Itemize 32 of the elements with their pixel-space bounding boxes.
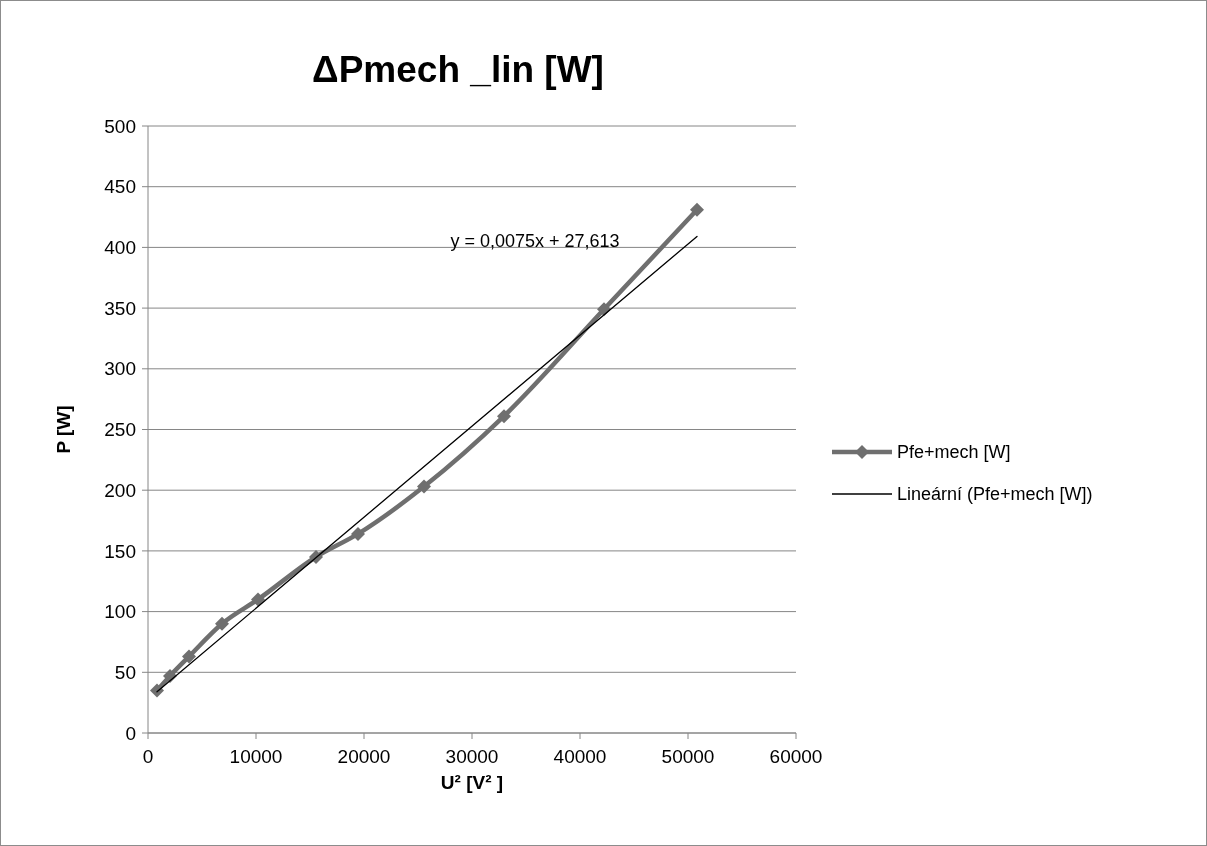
legend-label: Pfe+mech [W]	[897, 442, 1011, 463]
x-tick-label: 60000	[769, 746, 823, 767]
point	[497, 409, 511, 424]
x-tick-label: 30000	[445, 746, 499, 767]
y-tick-label: 350	[104, 297, 136, 319]
point	[690, 202, 704, 217]
y-tick-label: 0	[125, 722, 136, 744]
x-tick-label: 40000	[553, 746, 607, 767]
y-tick-label: 300	[104, 358, 136, 380]
point	[150, 683, 164, 698]
x-tick-label: 0	[142, 746, 154, 767]
y-axis-title: P [W]	[53, 405, 74, 454]
annotation: y = 0,0075x + 27,613	[450, 231, 620, 251]
x-tick-label: 20000	[337, 746, 391, 767]
chart-title: ΔPmech _lin [W]	[312, 49, 604, 90]
point	[182, 649, 196, 664]
y-tick-label: 400	[104, 237, 136, 259]
y-tick-label: 250	[104, 419, 136, 441]
point	[416, 479, 431, 494]
y-tick-label: 100	[104, 601, 136, 623]
y-tick-label: 500	[104, 115, 136, 137]
point	[215, 616, 229, 631]
legend-label: Lineární (Pfe+mech [W])	[897, 484, 1093, 505]
y-tick-label: 50	[114, 661, 136, 683]
y-tick-label: 150	[104, 540, 136, 562]
point	[351, 526, 365, 541]
y-tick-label: 200	[104, 479, 136, 501]
x-axis-title: U² [V² ]	[440, 772, 504, 793]
y-tick-label: 450	[104, 176, 136, 198]
x-tick-label: 50000	[661, 746, 715, 767]
point	[251, 592, 265, 607]
x-tick-label: 10000	[229, 746, 283, 767]
